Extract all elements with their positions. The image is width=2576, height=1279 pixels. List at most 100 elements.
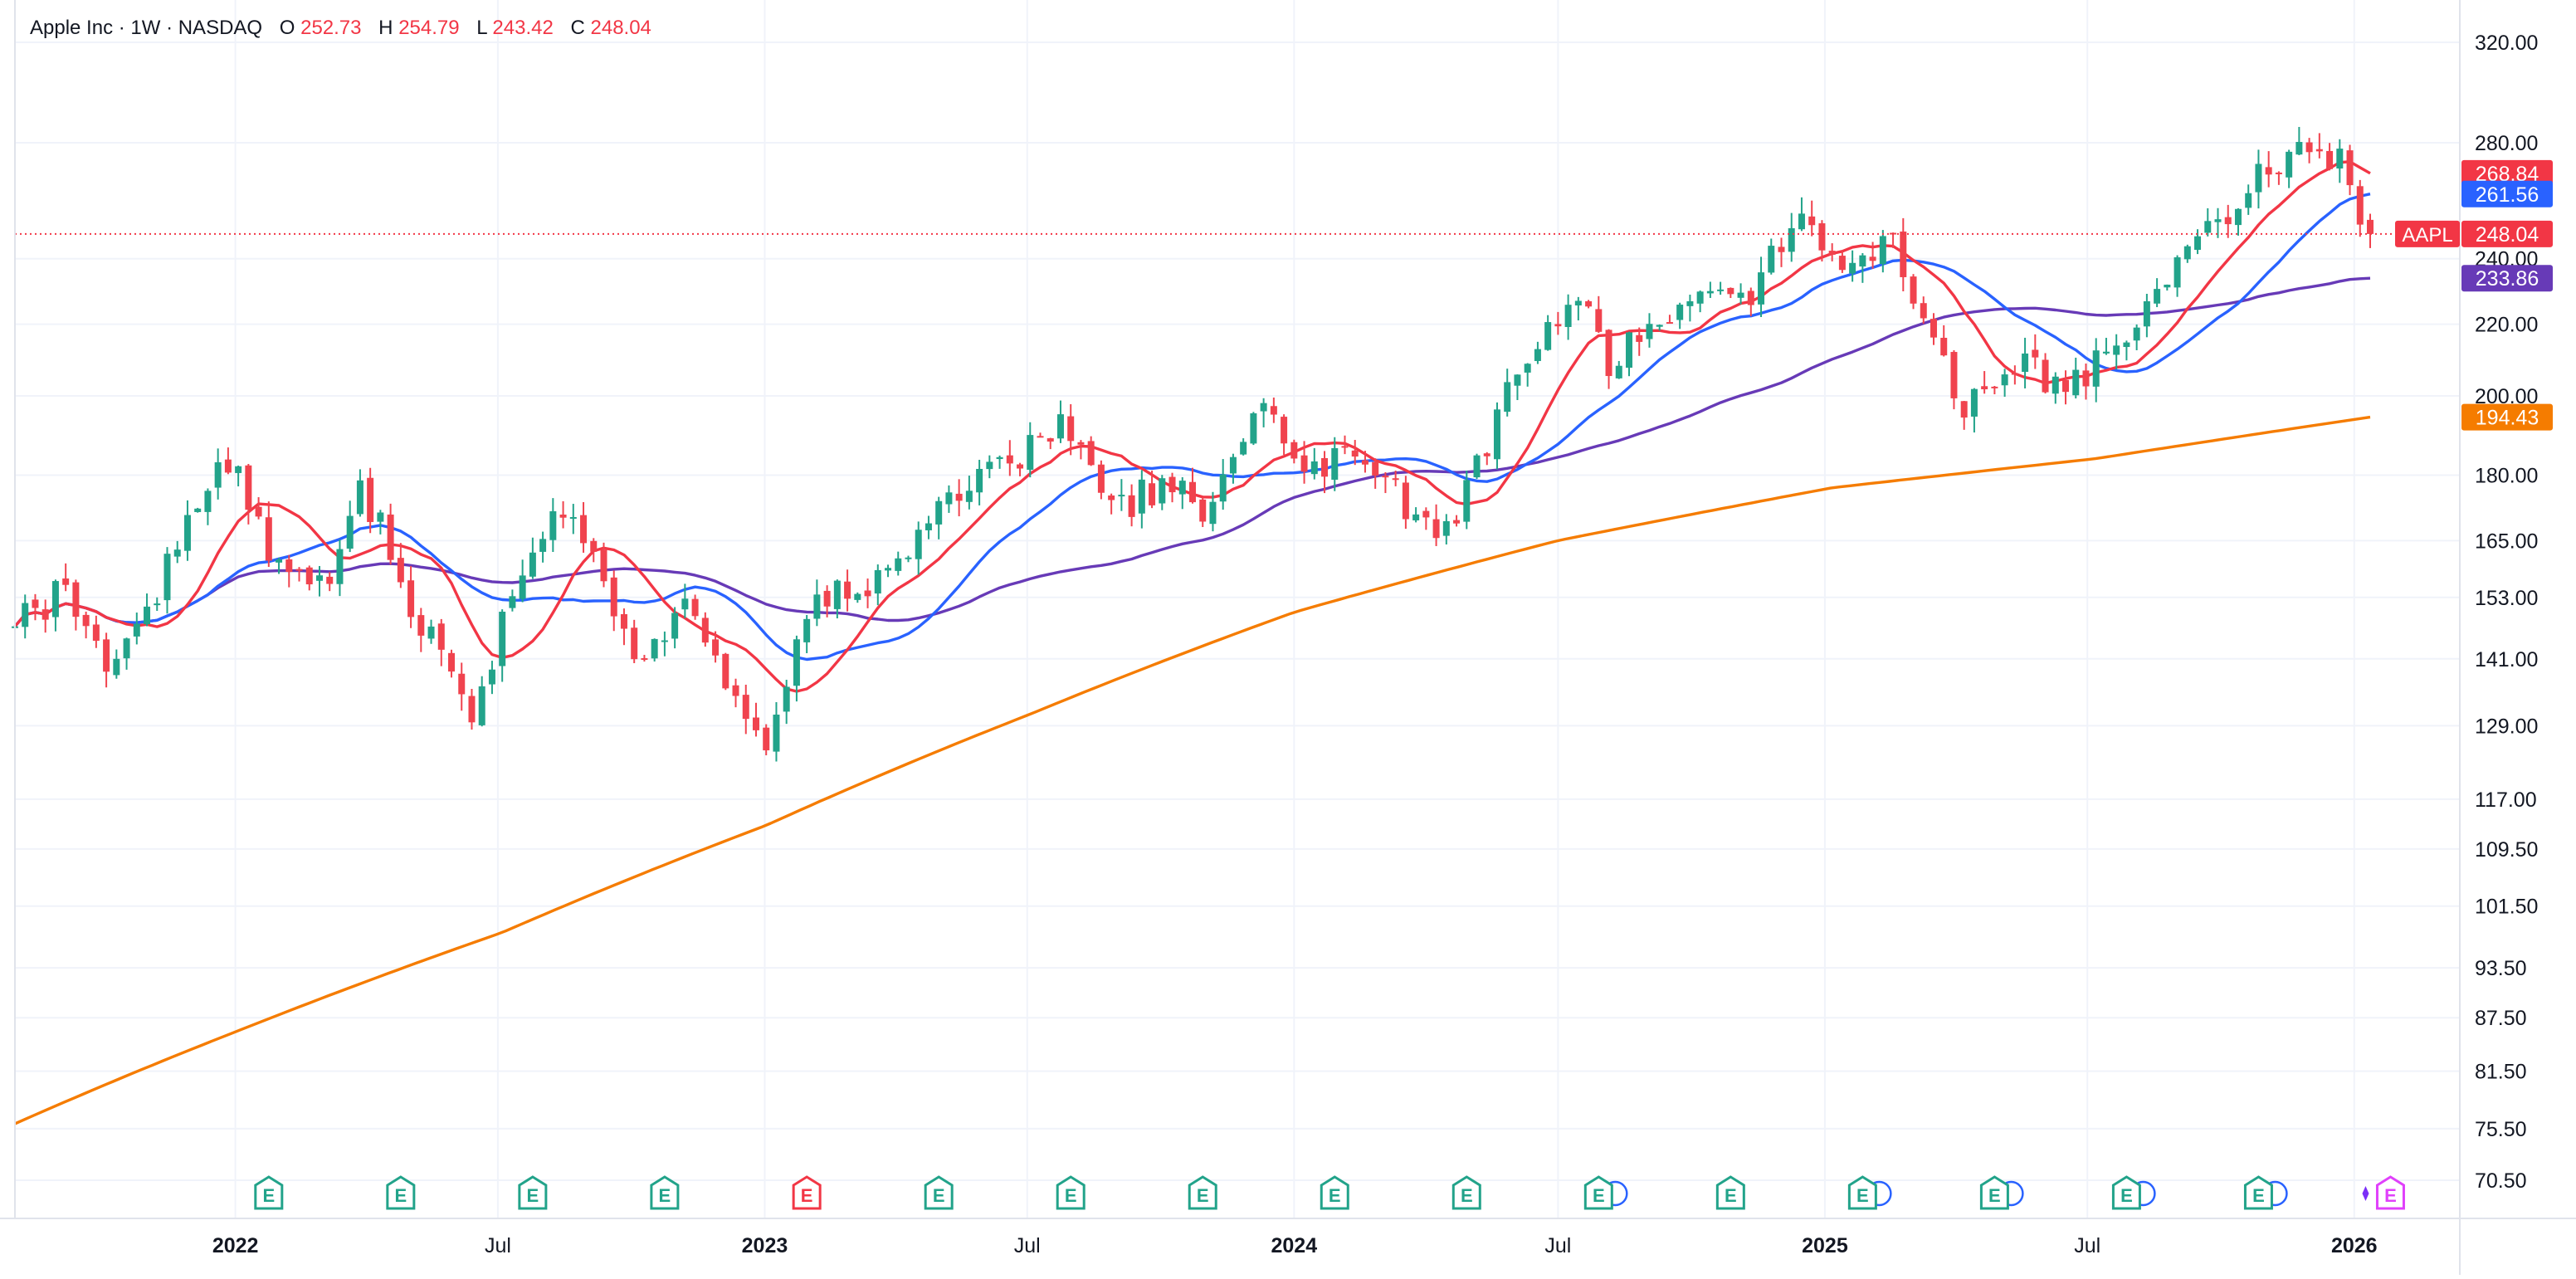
candle-body[interactable] bbox=[1017, 464, 1024, 469]
candle-body[interactable] bbox=[387, 514, 394, 560]
candle-body[interactable] bbox=[691, 598, 699, 617]
candle-body[interactable] bbox=[915, 530, 922, 559]
candle-body[interactable] bbox=[458, 673, 466, 695]
candle-body[interactable] bbox=[2346, 150, 2354, 186]
candle-body[interactable] bbox=[2062, 379, 2070, 393]
candle-body[interactable] bbox=[1950, 352, 1958, 398]
candle-body[interactable] bbox=[1879, 236, 1886, 265]
candle-body[interactable] bbox=[2224, 217, 2232, 225]
candle-body[interactable] bbox=[1808, 216, 1816, 226]
candle-body[interactable] bbox=[478, 686, 485, 725]
candle-body[interactable] bbox=[427, 626, 435, 639]
candle-body[interactable] bbox=[885, 568, 892, 571]
candle-body[interactable] bbox=[783, 686, 790, 712]
candle-body[interactable] bbox=[1351, 450, 1359, 457]
candle-body[interactable] bbox=[346, 515, 354, 549]
candle-body[interactable] bbox=[2315, 149, 2323, 152]
candle-body[interactable] bbox=[844, 581, 851, 599]
candle-body[interactable] bbox=[163, 554, 171, 601]
candle-body[interactable] bbox=[2133, 327, 2140, 341]
candle-body[interactable] bbox=[1930, 319, 1937, 338]
candle-body[interactable] bbox=[1970, 388, 1978, 417]
earnings-marker[interactable]: E bbox=[924, 1175, 954, 1210]
candle-body[interactable] bbox=[2042, 359, 2049, 393]
candle-body[interactable] bbox=[1727, 287, 1734, 295]
candle-body[interactable] bbox=[2336, 149, 2344, 168]
candle-body[interactable] bbox=[2214, 219, 2222, 222]
candle-body[interactable] bbox=[641, 658, 648, 661]
candle-body[interactable] bbox=[224, 459, 232, 473]
candle-body[interactable] bbox=[2072, 369, 2080, 396]
candle-body[interactable] bbox=[468, 696, 476, 723]
candle-body[interactable] bbox=[2154, 289, 2161, 304]
candle-body[interactable] bbox=[1595, 309, 1603, 332]
candle-body[interactable] bbox=[1940, 338, 1948, 356]
candle-body[interactable] bbox=[1321, 457, 1329, 477]
candle-body[interactable] bbox=[194, 508, 202, 512]
candle-body[interactable] bbox=[1432, 519, 1440, 539]
candle-body[interactable] bbox=[1372, 461, 1379, 476]
candle-body[interactable] bbox=[529, 552, 536, 577]
candle-body[interactable] bbox=[1178, 481, 1186, 495]
candle-body[interactable] bbox=[2032, 349, 2039, 358]
candle-body[interactable] bbox=[1219, 474, 1227, 502]
candle-body[interactable] bbox=[1960, 401, 1968, 418]
candle-body[interactable] bbox=[2326, 150, 2334, 169]
earnings-marker[interactable]: E bbox=[650, 1175, 680, 1210]
candle-body[interactable] bbox=[1240, 442, 1247, 455]
candle-body[interactable] bbox=[1149, 483, 1156, 505]
candle-body[interactable] bbox=[752, 717, 759, 730]
candle-body[interactable] bbox=[671, 613, 679, 639]
candle-body[interactable] bbox=[1768, 246, 1775, 273]
candle-body[interactable] bbox=[488, 669, 495, 685]
candle-body[interactable] bbox=[336, 549, 344, 584]
candle-body[interactable] bbox=[92, 624, 100, 642]
candle-body[interactable] bbox=[2123, 342, 2130, 348]
candle-body[interactable] bbox=[1981, 386, 1988, 390]
candle-body[interactable] bbox=[1290, 442, 1298, 459]
candle-body[interactable] bbox=[183, 515, 191, 551]
earnings-marker[interactable]: E bbox=[2111, 1175, 2156, 1210]
candle-body[interactable] bbox=[569, 517, 577, 520]
candle-body[interactable] bbox=[1828, 251, 1836, 255]
candle-body[interactable] bbox=[1666, 322, 1673, 325]
candle-body[interactable] bbox=[742, 695, 749, 720]
candle-body[interactable] bbox=[2265, 167, 2272, 175]
candle-body[interactable] bbox=[580, 515, 588, 544]
candle-body[interactable] bbox=[72, 582, 80, 618]
candle-body[interactable] bbox=[763, 727, 770, 751]
candle-body[interactable] bbox=[1250, 413, 1257, 444]
earnings-marker[interactable]: E bbox=[2243, 1175, 2288, 1210]
candle-body[interactable] bbox=[1027, 435, 1034, 470]
earnings-marker[interactable]: E bbox=[1583, 1175, 1628, 1210]
candle-body[interactable] bbox=[2356, 186, 2364, 225]
candle-body[interactable] bbox=[2204, 221, 2212, 233]
candle-body[interactable] bbox=[113, 658, 120, 676]
candle-body[interactable] bbox=[1920, 303, 1927, 319]
candle-body[interactable] bbox=[590, 540, 598, 552]
candle-body[interactable] bbox=[1077, 442, 1085, 445]
candle-body[interactable] bbox=[1686, 300, 1694, 306]
candle-body[interactable] bbox=[1504, 382, 1511, 413]
candle-body[interactable] bbox=[1341, 446, 1349, 448]
candle-body[interactable] bbox=[1544, 322, 1552, 350]
candle-body[interactable] bbox=[1056, 414, 1064, 439]
candle-body[interactable] bbox=[2194, 236, 2202, 250]
candle-body[interactable] bbox=[509, 596, 516, 608]
candle-body[interactable] bbox=[1514, 374, 1521, 386]
candle-body[interactable] bbox=[651, 638, 658, 659]
candles[interactable] bbox=[12, 126, 2374, 762]
candle-body[interactable] bbox=[173, 549, 181, 557]
candle-body[interactable] bbox=[397, 558, 404, 583]
candle-body[interactable] bbox=[996, 456, 1003, 460]
candle-body[interactable] bbox=[22, 603, 29, 627]
candle-body[interactable] bbox=[1331, 447, 1339, 480]
candle-body[interactable] bbox=[701, 618, 709, 643]
candle-body[interactable] bbox=[712, 639, 720, 656]
candle-body[interactable] bbox=[559, 515, 567, 518]
candle-body[interactable] bbox=[905, 557, 912, 559]
candle-body[interactable] bbox=[986, 461, 993, 470]
candle-body[interactable] bbox=[549, 510, 557, 540]
candle-body[interactable] bbox=[965, 491, 973, 502]
